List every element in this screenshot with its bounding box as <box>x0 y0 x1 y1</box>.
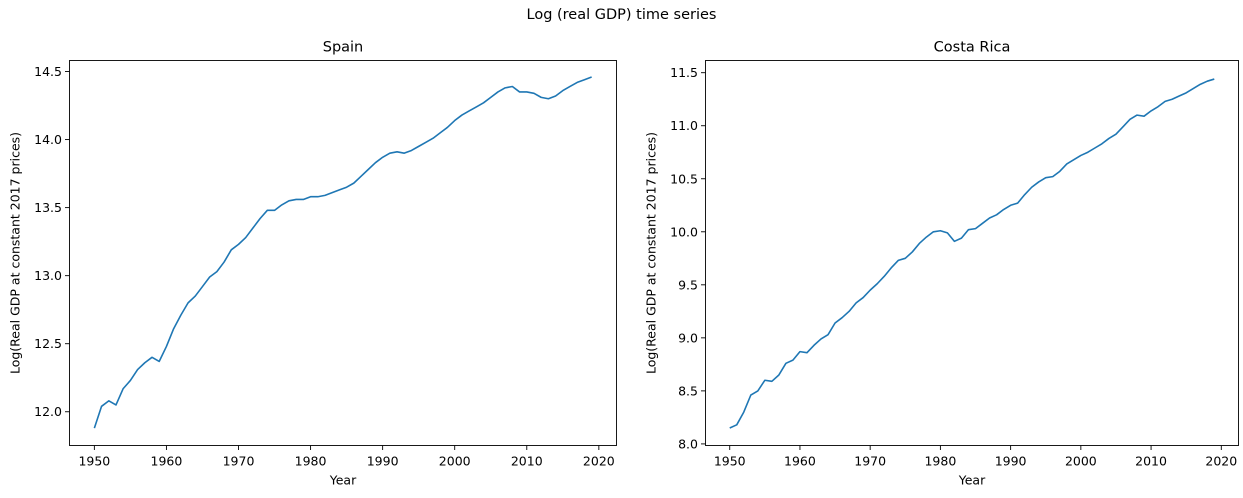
chart2-y-tick-label: 8.5 <box>678 383 698 398</box>
chart2-y-tick-label: 11.5 <box>670 65 698 80</box>
chart2-y-tick-label: 10.5 <box>670 171 698 186</box>
chart1-x-axis-label: Year <box>329 473 357 488</box>
chart2-plot-frame <box>705 60 1239 446</box>
chart1-x-tick-label: 2000 <box>439 454 471 469</box>
chart2-x-tick-label: 2010 <box>1135 454 1167 469</box>
chart1-axes: 1950 1960 1970 1980 1990 2000 2010 2020 12.0 12.5… <box>8 40 617 488</box>
chart1-x-tick-label: 1960 <box>151 454 183 469</box>
chart1-y-tick-label: 14.5 <box>34 64 62 79</box>
chart2-x-tick-label: 2000 <box>1065 454 1097 469</box>
chart2-x-tick-label: 2020 <box>1205 454 1237 469</box>
chart2-axes: 1950 1960 1970 1980 1990 2000 2010 2020 8.0 8.5 9.… <box>644 40 1239 488</box>
chart2-x-axis-label: Year <box>958 473 986 488</box>
chart2-y-tick-label: 9.5 <box>678 277 698 292</box>
chart2-series-line <box>729 78 1215 429</box>
chart2-y-tick-label: 10.0 <box>670 224 698 239</box>
chart1-x-tick-label: 2020 <box>583 454 615 469</box>
chart1-y-tick-label: 13.0 <box>34 268 62 283</box>
chart1-y-tick-label: 13.5 <box>34 200 62 215</box>
chart1-x-tick-label: 1990 <box>367 454 399 469</box>
chart2-x-tick-label: 1960 <box>784 454 816 469</box>
figure-title: Log (real GDP) time series <box>526 7 717 23</box>
chart2-y-tick-label: 11.0 <box>670 118 698 133</box>
chart1-x-tick-label: 1970 <box>223 454 255 469</box>
chart2-y-tick-label: 9.0 <box>678 330 698 345</box>
chart1-x-tick-label: 2010 <box>511 454 543 469</box>
chart2-x-tick-label: 1970 <box>854 454 886 469</box>
chart2-x-tick-label: 1950 <box>714 454 746 469</box>
chart1-y-tick-label: 12.0 <box>34 404 62 419</box>
chart2-title: Costa Rica <box>934 40 1011 56</box>
chart1-y-tick-label: 12.5 <box>34 336 62 351</box>
chart1-x-tick-label: 1980 <box>295 454 327 469</box>
chart1-x-tick-label: 1950 <box>78 454 110 469</box>
chart1-plot-frame <box>69 60 617 446</box>
chart1-series-line <box>93 76 592 429</box>
chart2-x-tick-label: 1980 <box>924 454 956 469</box>
chart1-y-axis-label: Log(Real GDP at constant 2017 prices) <box>8 132 23 374</box>
chart2-y-tick-label: 8.0 <box>678 436 698 451</box>
chart2-x-tick-label: 1990 <box>995 454 1027 469</box>
chart1-y-tick-label: 14.0 <box>34 132 62 147</box>
chart1-title: Spain <box>323 40 364 56</box>
chart2-y-axis-label: Log(Real GDP at constant 2017 prices) <box>644 132 659 374</box>
